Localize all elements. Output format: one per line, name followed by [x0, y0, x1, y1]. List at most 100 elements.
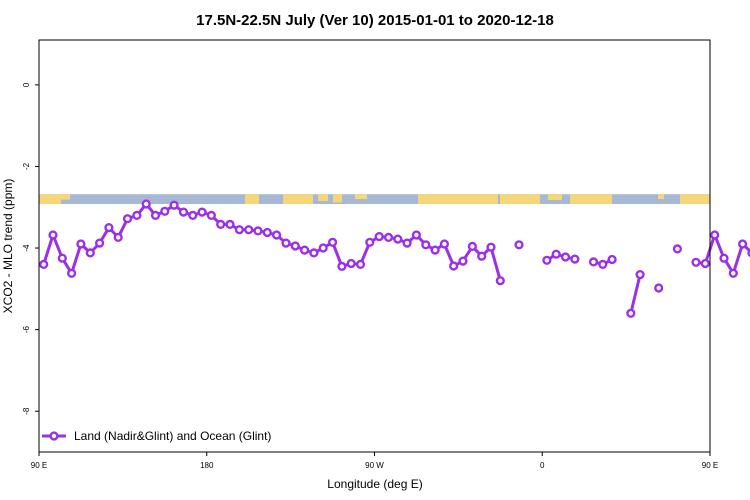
data-point	[206, 210, 217, 221]
data-point	[430, 245, 440, 255]
y-tick-label: -4	[22, 244, 31, 252]
data-point	[588, 257, 599, 267]
data-point	[234, 225, 245, 235]
land-segment	[570, 194, 612, 204]
data-point	[486, 242, 496, 252]
y-axis: 0 -2 -4 -6 -8	[22, 82, 39, 415]
data-point	[76, 239, 86, 249]
data-point	[654, 283, 664, 293]
data-point	[700, 258, 710, 269]
land-ocean-band	[39, 194, 710, 204]
data-point	[365, 237, 375, 247]
y-tick-label: -6	[22, 326, 31, 334]
data-point	[337, 261, 347, 272]
land-segment	[548, 194, 562, 201]
data-point	[300, 245, 310, 255]
land-segment	[333, 194, 342, 203]
land-segment	[245, 194, 259, 204]
data-point	[253, 226, 263, 236]
data-point	[719, 253, 729, 263]
land-segment	[61, 194, 70, 200]
data-point	[48, 230, 58, 240]
data-point	[477, 251, 487, 261]
plot-frame	[38, 39, 711, 453]
data-point	[141, 199, 151, 209]
land-segment	[418, 194, 498, 204]
data-point	[551, 249, 561, 259]
land-segment	[283, 194, 313, 204]
data-point	[318, 243, 328, 253]
data-point	[383, 232, 394, 243]
data-point	[188, 210, 198, 221]
data-point	[672, 244, 683, 254]
land-segment	[500, 194, 540, 204]
data-point	[598, 259, 608, 270]
data-point	[495, 276, 505, 286]
land-segment	[680, 194, 710, 204]
legend: Land (Nadir&Glint) and Ocean (Glint)	[42, 429, 271, 443]
x-tick-label: 90 E	[31, 461, 47, 470]
series-line	[546, 252, 576, 262]
data-point	[66, 268, 77, 278]
land-band	[39, 194, 710, 204]
data-point	[290, 241, 300, 251]
data-point	[272, 230, 282, 240]
series-line	[629, 274, 642, 314]
data-point	[402, 238, 412, 248]
ocean-band	[39, 194, 710, 204]
data-point	[132, 210, 142, 221]
x-tick-label: 90 E	[702, 461, 718, 470]
data-point	[635, 270, 645, 280]
data-point	[160, 206, 170, 216]
data-point	[104, 223, 114, 233]
legend-label: Land (Nadir&Glint) and Ocean (Glint)	[74, 429, 271, 443]
data-point	[57, 253, 67, 263]
x-axis-label: Longitude (deg E)	[327, 477, 422, 491]
data-point	[244, 225, 254, 235]
data-point	[514, 240, 524, 250]
data-point	[216, 219, 226, 230]
data-point	[328, 237, 338, 247]
data-point	[737, 239, 748, 249]
x-tick-label: 90 W	[365, 461, 384, 470]
data-point	[94, 238, 105, 248]
land-segment	[355, 194, 367, 200]
data-point	[439, 239, 450, 249]
series-line	[42, 202, 502, 282]
data-point	[607, 254, 617, 265]
series-group	[39, 199, 750, 318]
data-point	[449, 261, 459, 271]
data-point	[197, 207, 207, 217]
data-point	[346, 258, 356, 269]
data-point	[225, 219, 235, 230]
x-tick-label: 0	[540, 461, 545, 470]
data-point	[467, 241, 478, 252]
y-axis-label: XCO2 - MLO trend (ppm)	[1, 179, 15, 314]
data-point	[85, 248, 95, 258]
x-axis: 90 E 180 90 W 0 90 E	[31, 452, 718, 470]
data-point	[691, 257, 701, 267]
y-tick-label: -2	[22, 162, 31, 170]
data-point	[560, 252, 571, 262]
data-point	[309, 248, 319, 258]
data-point	[570, 254, 580, 264]
data-point	[169, 200, 179, 210]
land-segment	[658, 194, 664, 200]
data-point	[355, 259, 366, 270]
data-point	[113, 232, 123, 243]
chart-title: 17.5N-22.5N July (Ver 10) 2015-01-01 to …	[196, 12, 554, 29]
data-point	[39, 259, 49, 270]
data-point	[411, 230, 422, 240]
data-point	[421, 240, 431, 250]
data-point	[626, 308, 636, 318]
data-point	[122, 214, 133, 224]
data-point	[374, 232, 384, 242]
data-point	[710, 230, 720, 240]
y-tick-label: 0	[22, 82, 31, 87]
legend-marker	[49, 431, 59, 441]
data-point	[281, 238, 291, 248]
data-point	[262, 227, 272, 238]
data-point	[728, 268, 738, 278]
land-segment	[39, 194, 61, 204]
data-point	[393, 234, 403, 244]
